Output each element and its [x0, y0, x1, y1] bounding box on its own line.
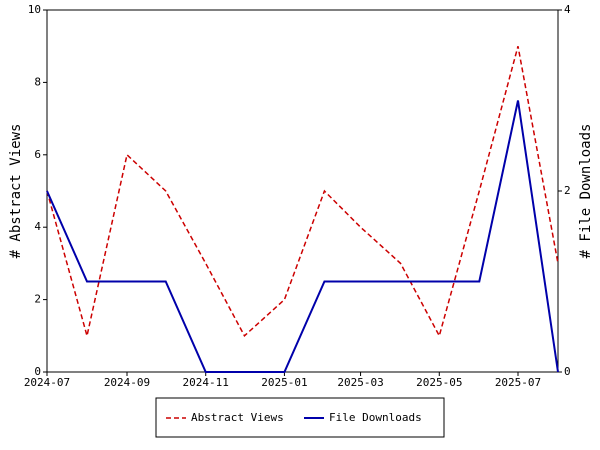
y-tick-label: 8 — [34, 75, 41, 88]
y-axis-label: # Abstract Views — [8, 124, 24, 259]
y2-axis-label: # File Downloads — [578, 124, 594, 259]
plot-frame — [46, 9, 559, 373]
y-tick-label: 0 — [34, 365, 41, 378]
y2-tick-label: 0 — [564, 365, 571, 378]
x-tick-label: 2024-07 — [24, 376, 70, 389]
y-tick-label: 6 — [34, 148, 41, 161]
y-tick-label: 4 — [34, 220, 41, 233]
x-tick-label: 2024-11 — [183, 376, 229, 389]
y-tick-label: 2 — [34, 293, 41, 306]
x-tick-label: 2025-05 — [416, 376, 462, 389]
legend-box — [155, 397, 445, 438]
y-tick-label: 10 — [28, 3, 41, 16]
legend-label: File Downloads — [329, 411, 422, 424]
series-line — [46, 46, 559, 338]
x-tick-label: 2025-07 — [495, 376, 541, 389]
legend-label: Abstract Views — [191, 411, 284, 424]
x-tick-label: 2025-01 — [261, 376, 307, 389]
y2-tick-label: 4 — [564, 3, 571, 16]
x-tick-label: 2025-03 — [337, 376, 383, 389]
series-line — [46, 100, 559, 373]
y2-tick-label: 2 — [564, 184, 571, 197]
x-tick-label: 2024-09 — [104, 376, 150, 389]
